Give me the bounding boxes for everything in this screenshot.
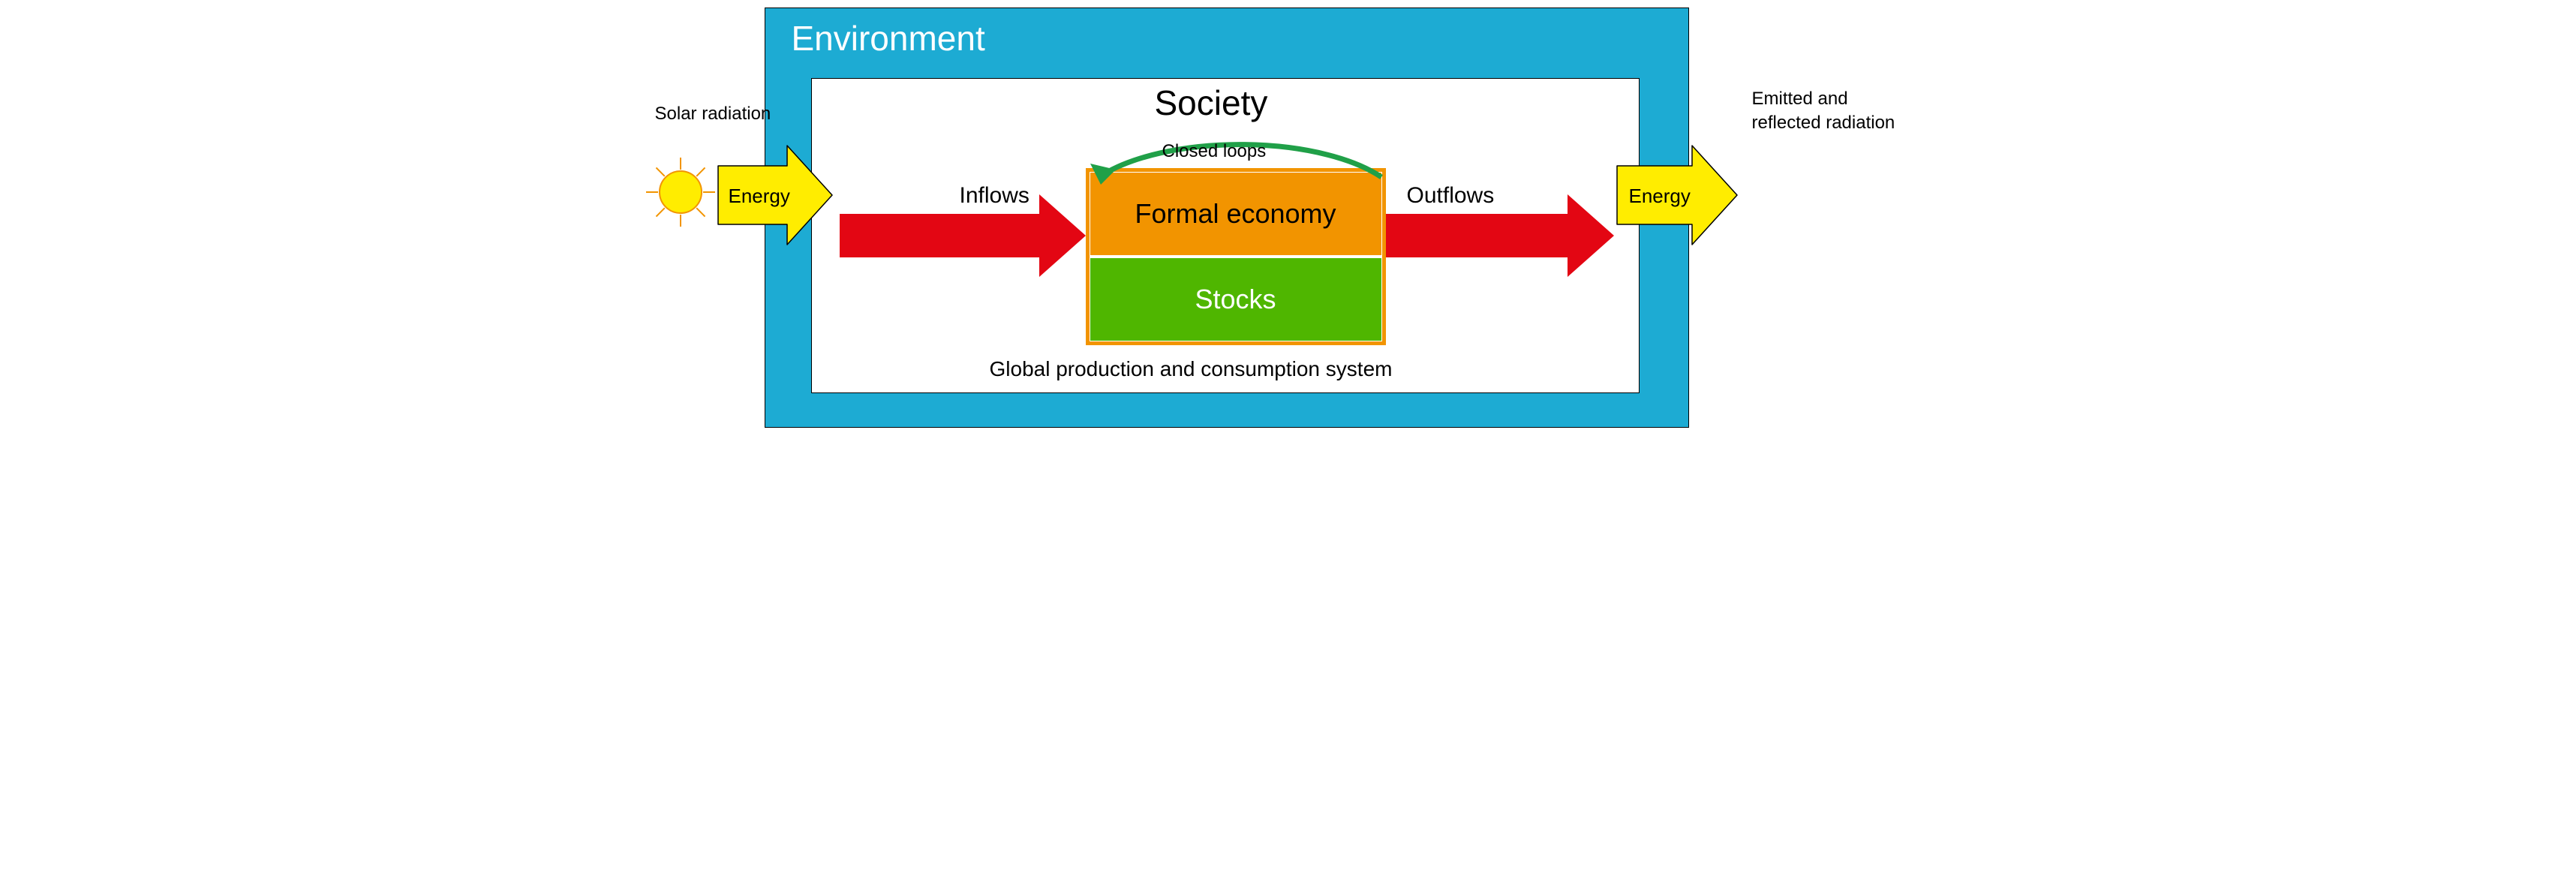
stocks-label: Stocks [1195, 284, 1276, 315]
stocks-box: Stocks [1090, 258, 1381, 341]
society-caption: Global production and consumption system [990, 357, 1393, 381]
closed-loops-label: Closed loops [1162, 141, 1267, 162]
solar-radiation-label: Solar radiation [655, 104, 771, 125]
energy-in-label: Energy [729, 185, 790, 208]
outflow-label: Outflows [1407, 183, 1495, 209]
inflow-label: Inflows [960, 183, 1029, 209]
sun-icon [643, 155, 718, 230]
environment-label: Environment [792, 18, 985, 59]
emitted-line2: reflected radiation [1752, 111, 1895, 135]
emitted-reflected-label: Emitted and reflected radiation [1752, 87, 1895, 135]
energy-environment-diagram: Environment Society Inflows Outflows For… [645, 0, 1932, 446]
energy-out-label: Energy [1629, 185, 1691, 208]
closed-loop-arc [1074, 77, 1411, 204]
emitted-line1: Emitted and [1752, 87, 1895, 111]
